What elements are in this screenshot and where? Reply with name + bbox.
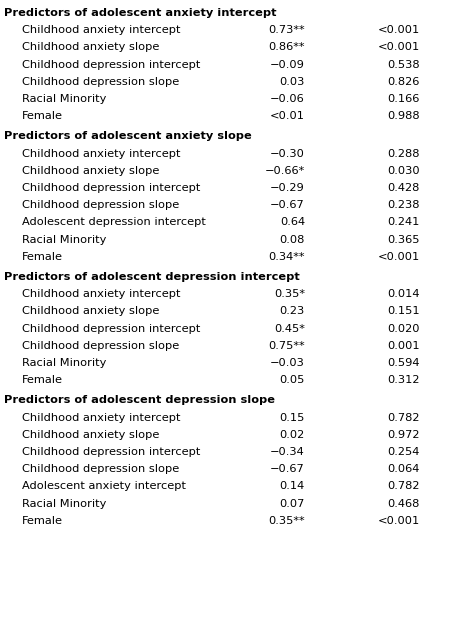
Text: Childhood depression intercept: Childhood depression intercept — [22, 447, 201, 457]
Text: Racial Minority: Racial Minority — [22, 358, 106, 368]
Text: Racial Minority: Racial Minority — [22, 234, 106, 244]
Text: Childhood anxiety intercept: Childhood anxiety intercept — [22, 413, 181, 423]
Text: 0.15: 0.15 — [280, 413, 305, 423]
Text: Predictors of adolescent anxiety slope: Predictors of adolescent anxiety slope — [4, 131, 252, 142]
Text: Female: Female — [22, 252, 63, 262]
Text: Childhood anxiety slope: Childhood anxiety slope — [22, 307, 159, 316]
Text: <0.01: <0.01 — [270, 111, 305, 121]
Text: Childhood depression intercept: Childhood depression intercept — [22, 183, 201, 193]
Text: 0.166: 0.166 — [388, 94, 420, 104]
Text: 0.288: 0.288 — [388, 149, 420, 159]
Text: 0.07: 0.07 — [280, 498, 305, 509]
Text: Racial Minority: Racial Minority — [22, 498, 106, 509]
Text: Childhood anxiety slope: Childhood anxiety slope — [22, 166, 159, 176]
Text: Childhood anxiety intercept: Childhood anxiety intercept — [22, 149, 181, 159]
Text: 0.75**: 0.75** — [268, 341, 305, 351]
Text: Adolescent depression intercept: Adolescent depression intercept — [22, 217, 206, 227]
Text: 0.014: 0.014 — [388, 289, 420, 299]
Text: Female: Female — [22, 375, 63, 385]
Text: 0.45*: 0.45* — [274, 324, 305, 333]
Text: Childhood depression intercept: Childhood depression intercept — [22, 60, 201, 70]
Text: Predictors of adolescent depression intercept: Predictors of adolescent depression inte… — [4, 272, 300, 282]
Text: <0.001: <0.001 — [378, 516, 420, 526]
Text: 0.030: 0.030 — [387, 166, 420, 176]
Text: 0.23: 0.23 — [280, 307, 305, 316]
Text: 0.594: 0.594 — [388, 358, 420, 368]
Text: 0.312: 0.312 — [388, 375, 420, 385]
Text: Childhood depression slope: Childhood depression slope — [22, 464, 179, 474]
Text: Childhood depression intercept: Childhood depression intercept — [22, 324, 201, 333]
Text: Childhood depression slope: Childhood depression slope — [22, 341, 179, 351]
Text: Predictors of adolescent depression slope: Predictors of adolescent depression slop… — [4, 396, 275, 405]
Text: 0.02: 0.02 — [280, 430, 305, 440]
Text: 0.35*: 0.35* — [274, 289, 305, 299]
Text: 0.782: 0.782 — [388, 413, 420, 423]
Text: 0.064: 0.064 — [388, 464, 420, 474]
Text: Childhood depression slope: Childhood depression slope — [22, 200, 179, 210]
Text: Predictors of adolescent anxiety intercept: Predictors of adolescent anxiety interce… — [4, 8, 276, 18]
Text: −0.67: −0.67 — [270, 464, 305, 474]
Text: 0.241: 0.241 — [388, 217, 420, 227]
Text: −0.34: −0.34 — [270, 447, 305, 457]
Text: 0.238: 0.238 — [388, 200, 420, 210]
Text: −0.30: −0.30 — [270, 149, 305, 159]
Text: 0.826: 0.826 — [388, 77, 420, 87]
Text: 0.782: 0.782 — [388, 481, 420, 491]
Text: 0.73**: 0.73** — [268, 25, 305, 35]
Text: 0.972: 0.972 — [388, 430, 420, 440]
Text: Childhood anxiety intercept: Childhood anxiety intercept — [22, 25, 181, 35]
Text: 0.254: 0.254 — [388, 447, 420, 457]
Text: 0.14: 0.14 — [280, 481, 305, 491]
Text: Childhood anxiety slope: Childhood anxiety slope — [22, 430, 159, 440]
Text: Female: Female — [22, 516, 63, 526]
Text: Female: Female — [22, 111, 63, 121]
Text: −0.66*: −0.66* — [265, 166, 305, 176]
Text: <0.001: <0.001 — [378, 25, 420, 35]
Text: <0.001: <0.001 — [378, 252, 420, 262]
Text: −0.67: −0.67 — [270, 200, 305, 210]
Text: 0.08: 0.08 — [280, 234, 305, 244]
Text: 0.468: 0.468 — [388, 498, 420, 509]
Text: 0.64: 0.64 — [280, 217, 305, 227]
Text: 0.538: 0.538 — [387, 60, 420, 70]
Text: −0.03: −0.03 — [270, 358, 305, 368]
Text: 0.35**: 0.35** — [268, 516, 305, 526]
Text: Racial Minority: Racial Minority — [22, 94, 106, 104]
Text: 0.151: 0.151 — [387, 307, 420, 316]
Text: 0.020: 0.020 — [388, 324, 420, 333]
Text: 0.428: 0.428 — [388, 183, 420, 193]
Text: 0.34**: 0.34** — [268, 252, 305, 262]
Text: Adolescent anxiety intercept: Adolescent anxiety intercept — [22, 481, 186, 491]
Text: <0.001: <0.001 — [378, 43, 420, 53]
Text: 0.988: 0.988 — [387, 111, 420, 121]
Text: Childhood depression slope: Childhood depression slope — [22, 77, 179, 87]
Text: 0.365: 0.365 — [388, 234, 420, 244]
Text: −0.29: −0.29 — [270, 183, 305, 193]
Text: 0.001: 0.001 — [387, 341, 420, 351]
Text: 0.05: 0.05 — [280, 375, 305, 385]
Text: 0.03: 0.03 — [280, 77, 305, 87]
Text: −0.09: −0.09 — [270, 60, 305, 70]
Text: −0.06: −0.06 — [270, 94, 305, 104]
Text: 0.86**: 0.86** — [268, 43, 305, 53]
Text: Childhood anxiety intercept: Childhood anxiety intercept — [22, 289, 181, 299]
Text: Childhood anxiety slope: Childhood anxiety slope — [22, 43, 159, 53]
